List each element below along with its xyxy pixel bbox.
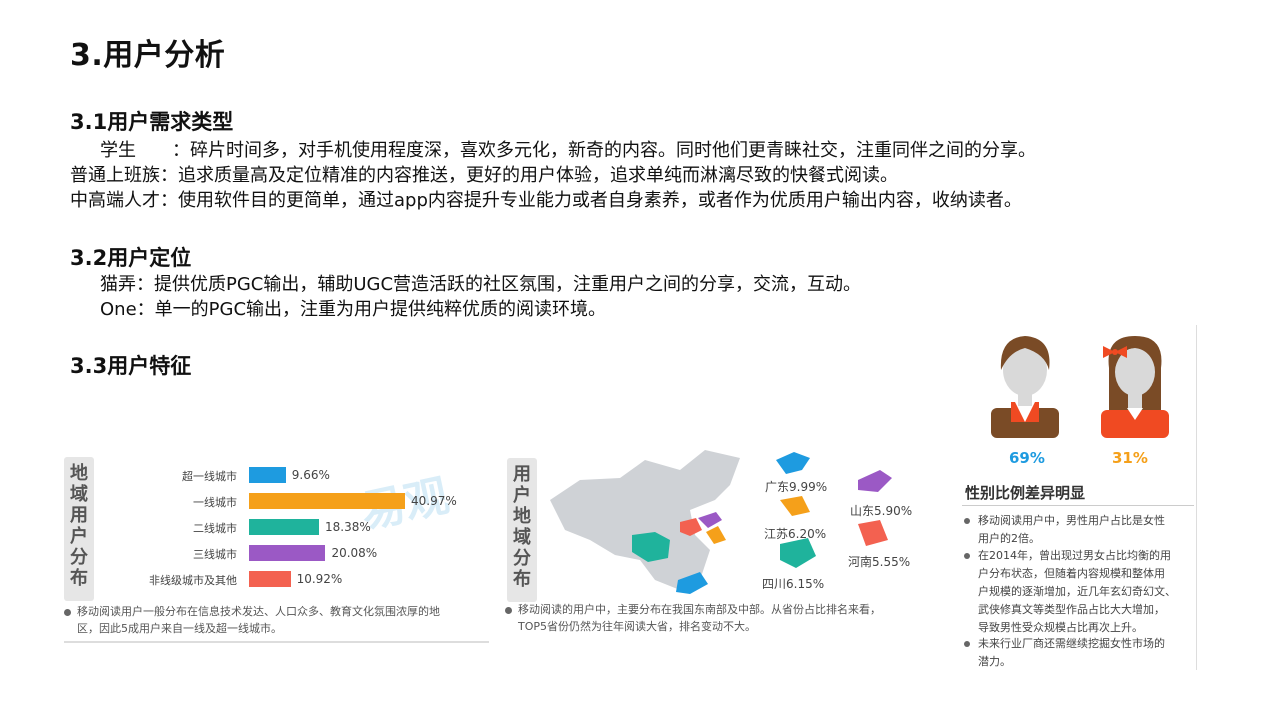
positioning-label: 猫弄 [100, 274, 136, 295]
callout-shape-henan [858, 520, 888, 546]
region-vertical-title: 地 域 用 户 分 布 [64, 457, 94, 601]
vtitle-char: 地 [70, 463, 88, 484]
note-text: 移动阅读用户中，男性用户占比是女性 [978, 514, 1165, 527]
province-label-shandong: 山东5.90% [850, 504, 913, 518]
province-label-guangdong: 广东9.99% [765, 480, 828, 494]
section-heading-needs: 3.1用户需求类型 [70, 110, 234, 134]
bar-mark [249, 493, 405, 509]
bar-value-label: 10.92% [296, 572, 343, 586]
female-percentage: 31% [1112, 449, 1148, 467]
section-heading-features: 3.3用户特征 [70, 354, 192, 378]
vtitle-char: 域 [513, 527, 531, 548]
bullet-icon [64, 608, 71, 616]
vtitle-char: 分 [513, 548, 531, 569]
note-text: 用户的2倍。 [978, 532, 1040, 545]
map-note: 移动阅读的用户中，主要分布在我国东南部及中部。从省份占比排名来看， TOP5省份… [505, 601, 945, 635]
divider [962, 505, 1194, 506]
bullet-icon [505, 606, 512, 614]
vtitle-char: 地 [513, 506, 531, 527]
positioning-line-maonong: 猫弄：提供优质PGC输出，辅助UGC营造活跃的社区氛围，注重用户之间的分享，交流… [100, 270, 861, 296]
bar-category-label: 非线级城市及其他 [149, 574, 237, 587]
vtitle-char: 用 [513, 464, 531, 485]
positioning-text: ：单一的PGC输出，注重为用户提供纯粹优质的阅读环境。 [136, 299, 607, 320]
need-line-student: 学生 ：碎片时间多，对手机使用程度深，喜欢多元化，新奇的内容。同时他们更青睐社交… [100, 136, 1036, 162]
vtitle-char: 用 [70, 505, 88, 526]
male-percentage: 69% [1009, 449, 1045, 467]
note-text: 武侠修真文等类型作品占比大大增加， [978, 603, 1165, 616]
callout-shape-sichuan [780, 538, 816, 568]
need-label: 学生 [100, 140, 172, 161]
gender-note-1: 移动阅读用户中，男性用户占比是女性 用户的2倍。 [964, 512, 1194, 548]
province-label-henan: 河南5.55% [848, 555, 911, 569]
positioning-label: One [100, 299, 137, 320]
bar-mark [249, 467, 286, 483]
bar-category-label: 三线城市 [193, 548, 237, 561]
note-text: TOP5省份仍然为往年阅读大省，排名变动不大。 [518, 620, 757, 633]
bar-value-label: 18.38% [324, 520, 371, 534]
province-label-sichuan: 四川6.15% [762, 577, 825, 591]
positioning-text: ：提供优质PGC输出，辅助UGC营造活跃的社区氛围，注重用户之间的分享，交流，互… [136, 274, 862, 295]
female-avatar-icon [1101, 336, 1169, 438]
map-vertical-title: 用 户 地 域 分 布 [507, 458, 537, 602]
bar-value-label: 40.97% [411, 494, 457, 508]
need-label: 中高端人才 [70, 190, 160, 211]
section-heading-positioning: 3.2用户定位 [70, 246, 192, 270]
bar-value-label: 9.66% [291, 468, 330, 482]
gender-note-2: 在2014年，曾出现过男女占比均衡的用 户分布状态，但随着内容规模和整体用 户规… [964, 547, 1194, 637]
vtitle-char: 域 [70, 484, 88, 505]
region-note: 移动阅读用户一般分布在信息技术发达、人口众多、教育文化氛围浓厚的地 区，因此5成… [64, 603, 494, 637]
province-label-jiangsu: 江苏6.20% [764, 527, 827, 541]
map-region-guangdong [676, 572, 708, 594]
bullet-icon [964, 641, 970, 647]
page-title: 3.用户分析 [70, 38, 226, 73]
need-text: ：追求质量高及定位精准的内容推送，更好的用户体验，追求单纯而淋漓尽致的快餐式阅读… [160, 165, 898, 186]
bar-category-label: 二线城市 [193, 522, 237, 535]
note-text: 导致男性受众规模占比再次上升。 [978, 621, 1143, 634]
note-text: 在2014年，曾出现过男女占比均衡的用 [978, 549, 1171, 562]
note-text: 区，因此5成用户来自一线及超一线城市。 [77, 622, 282, 635]
map-region-sichuan [632, 532, 670, 562]
bullet-icon [964, 518, 970, 524]
bar-mark [249, 545, 326, 561]
need-text: ：使用软件目的更简单，通过app内容提升专业能力或者自身素养，或者作为优质用户输… [160, 190, 1022, 211]
bar-category-label: 一线城市 [193, 496, 237, 509]
map-region-jiangsu [706, 526, 726, 544]
callout-shape-shandong [858, 470, 892, 492]
divider [64, 641, 489, 643]
bar-mark [249, 571, 291, 587]
gender-note-3: 未来行业厂商还需继续挖掘女性市场的 潜力。 [964, 635, 1194, 671]
vtitle-char: 分 [70, 547, 88, 568]
bullet-icon [964, 553, 970, 559]
gender-title: 性别比例差异明显 [965, 484, 1086, 502]
bar-category-label: 超一线城市 [182, 470, 237, 483]
panel-divider [1196, 325, 1197, 670]
note-text: 户规模的逐渐增加，近几年玄幻奇幻文、 [978, 585, 1176, 598]
note-text: 移动阅读的用户中，主要分布在我国东南部及中部。从省份占比排名来看， [518, 603, 881, 616]
callout-shape-guangdong [776, 452, 810, 474]
bar-value-label: 20.08% [331, 546, 378, 560]
male-avatar-icon [991, 336, 1059, 438]
note-text: 潜力。 [978, 655, 1011, 668]
vtitle-char: 户 [513, 485, 531, 506]
bar-mark [249, 519, 319, 535]
vtitle-char: 户 [70, 526, 88, 547]
need-line-talent: 中高端人才：使用软件目的更简单，通过app内容提升专业能力或者自身素养，或者作为… [70, 186, 1022, 212]
need-label: 普通上班族 [70, 165, 160, 186]
need-line-worker: 普通上班族：追求质量高及定位精准的内容推送，更好的用户体验，追求单纯而淋漓尽致的… [70, 161, 898, 187]
map-region-shandong [698, 512, 722, 528]
vtitle-char: 布 [70, 568, 88, 589]
positioning-line-one: One：单一的PGC输出，注重为用户提供纯粹优质的阅读环境。 [100, 295, 606, 321]
vtitle-char: 布 [513, 569, 531, 590]
map-region-henan [680, 518, 702, 536]
note-text: 移动阅读用户一般分布在信息技术发达、人口众多、教育文化氛围浓厚的地 [77, 605, 440, 618]
callout-shape-jiangsu [780, 496, 810, 516]
note-text: 未来行业厂商还需继续挖掘女性市场的 [978, 637, 1165, 650]
note-text: 户分布状态，但随着内容规模和整体用 [978, 567, 1165, 580]
need-text: ：碎片时间多，对手机使用程度深，喜欢多元化，新奇的内容。同时他们更青睐社交，注重… [172, 140, 1036, 161]
china-map [550, 450, 892, 594]
map-mainland-shape [550, 450, 740, 590]
